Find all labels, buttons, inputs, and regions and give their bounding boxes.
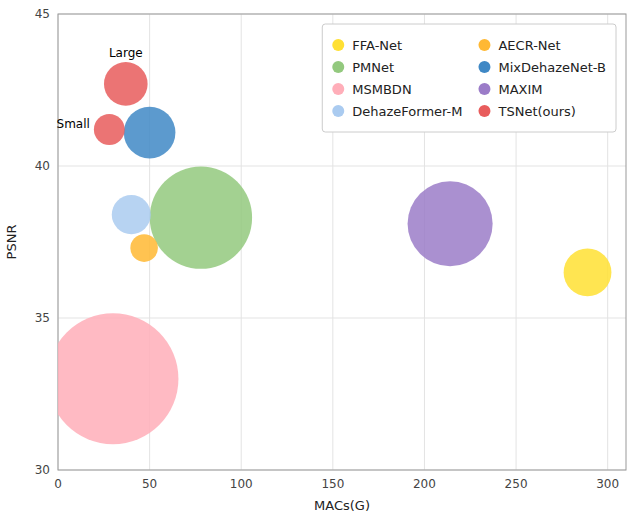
background (0, 0, 640, 522)
tick-label: 250 (505, 477, 528, 491)
tick-label: 300 (596, 477, 619, 491)
bubble (58, 313, 178, 444)
tick-label: 100 (230, 477, 253, 491)
bubble (104, 62, 148, 106)
bubble (408, 181, 493, 266)
grid-line (58, 166, 626, 167)
bubble (124, 107, 176, 159)
legend-marker (332, 83, 344, 95)
legend: FFA-Net PMNet MSMBDN DehazeFormer-M AECR-Net… (322, 24, 616, 132)
legend-marker (478, 83, 490, 95)
legend-label: MixDehazeNet-B (498, 60, 606, 75)
bubble (94, 114, 125, 145)
tick-label: 35 (35, 311, 50, 325)
legend-label: FFA-Net (352, 38, 402, 53)
bubble (564, 248, 612, 296)
legend-label: MAXIM (498, 82, 542, 97)
legend-marker (332, 61, 344, 73)
tick-label: 40 (35, 159, 50, 173)
legend-marker (478, 105, 490, 117)
tick-label: 150 (321, 477, 344, 491)
legend-marker (332, 39, 344, 51)
chart: 0 50 100 150 200 250 300 30 35 40 45 MACs(G) PSNR Sma… (0, 0, 640, 522)
legend-marker (332, 105, 344, 117)
bubble (112, 195, 151, 234)
tick-label: 45 (35, 7, 50, 21)
tick-label: 0 (54, 477, 62, 491)
tick-label: 200 (413, 477, 436, 491)
legend-marker (478, 39, 490, 51)
bubble (130, 234, 158, 262)
axis-label: PSNR (4, 225, 19, 260)
legend-label: AECR-Net (498, 38, 560, 53)
legend-box (322, 24, 616, 132)
legend-label: TSNet(ours) (497, 104, 575, 119)
tick-label: 50 (142, 477, 157, 491)
legend-label: MSMBDN (352, 82, 411, 97)
annotation: Small (57, 117, 90, 131)
legend-label: DehazeFormer-M (352, 104, 462, 119)
grid-line (58, 318, 626, 319)
tick-label: 30 (35, 463, 50, 477)
legend-marker (478, 61, 490, 73)
annotation: Large (109, 46, 143, 60)
bubble (150, 167, 252, 269)
legend-label: PMNet (352, 60, 394, 75)
axis-label: MACs(G) (314, 498, 370, 513)
